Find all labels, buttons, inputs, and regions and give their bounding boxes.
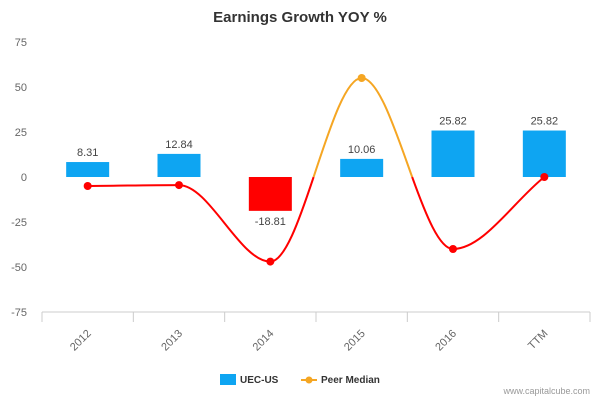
peer-median-point-2015[interactable] (357, 74, 366, 82)
legend-label-peer-median: Peer Median (321, 375, 380, 386)
y-tick-label: 75 (15, 37, 27, 49)
y-tick-label: -75 (11, 307, 27, 319)
data-labels: 8.31 12.84 -18.81 10.06 25.82 25.82 (77, 116, 558, 228)
y-tick-label: 50 (15, 82, 27, 94)
x-tick-label: 2014 (251, 328, 277, 354)
y-tick-label: 25 (15, 127, 27, 139)
bar-2012[interactable] (66, 162, 110, 177)
legend-marker-peer-median (305, 376, 313, 384)
bar-2016[interactable] (431, 130, 475, 177)
bar-2013[interactable] (157, 153, 201, 177)
peer-median-line-segment (452, 176, 545, 250)
bar-ttm[interactable] (522, 130, 566, 177)
x-tick-label: 2015 (342, 328, 368, 354)
peer-median-point-ttm[interactable] (540, 173, 549, 181)
bar-value-label: 10.06 (348, 144, 376, 156)
x-tick-label: TTM (526, 328, 550, 352)
x-tick-label: 2012 (68, 328, 94, 354)
y-tick-label: -50 (11, 262, 27, 274)
y-axis: 75 50 25 0 -25 -50 -75 (11, 37, 27, 319)
peer-median-point-2014[interactable] (266, 257, 275, 266)
watermark: www.capitalcube.com (502, 386, 590, 396)
bar-value-label: 12.84 (165, 139, 193, 151)
peer-median-line-segment (361, 77, 414, 178)
bar-2014[interactable] (248, 177, 292, 211)
legend-label-uec-us: UEC-US (240, 375, 279, 386)
line-series (83, 74, 549, 266)
peer-median-line-segment (87, 184, 180, 187)
x-axis: 2012 2013 2014 2015 2016 TTM (41, 311, 591, 354)
peer-median-point-2016[interactable] (449, 245, 457, 253)
legend-swatch-uec-us (220, 374, 236, 385)
peer-median-line-segment (270, 176, 315, 263)
x-tick-label: 2016 (433, 328, 459, 354)
bar-value-label: -18.81 (255, 216, 286, 228)
peer-median-point-2013[interactable] (175, 181, 183, 190)
bar-value-label: 25.82 (439, 116, 467, 128)
chart-title: Earnings Growth YOY % (213, 9, 387, 26)
y-tick-label: 0 (21, 172, 27, 184)
bar-series (66, 130, 566, 211)
y-tick-label: -25 (11, 217, 27, 229)
x-tick-label: 2013 (159, 328, 185, 354)
bar-value-label: 8.31 (77, 147, 98, 159)
legend[interactable]: UEC-US Peer Median (220, 374, 380, 386)
peer-median-point-2012[interactable] (83, 182, 92, 190)
peer-median-line-segment (178, 184, 271, 263)
peer-median-line-segment (411, 176, 454, 250)
peer-median-line-segment (312, 77, 362, 178)
bar-value-label: 25.82 (531, 116, 559, 128)
bar-2015[interactable] (340, 158, 384, 177)
